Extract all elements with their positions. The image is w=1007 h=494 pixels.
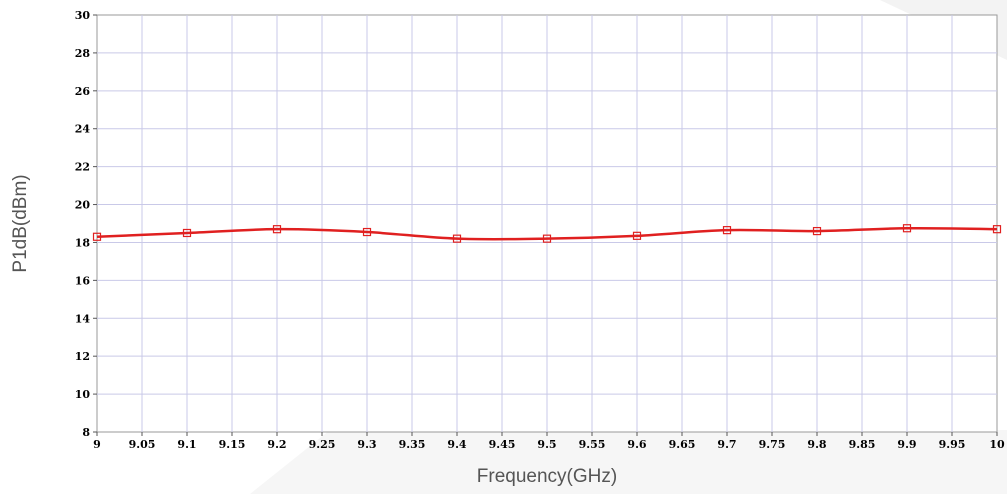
- y-tick-label: 28: [75, 47, 91, 60]
- x-tick-label: 9.1: [177, 438, 196, 451]
- x-tick-label: 9.15: [219, 438, 246, 451]
- x-tick-label: 9: [93, 438, 101, 451]
- y-tick-label: 18: [75, 236, 91, 249]
- data-point-marker: [182, 228, 192, 238]
- x-tick-label: 9.65: [669, 438, 696, 451]
- x-tick-label: 9.2: [267, 438, 286, 451]
- y-tick-label: 12: [75, 350, 90, 363]
- data-point-marker: [902, 224, 912, 233]
- grid: [97, 15, 997, 432]
- y-tick-label: 16: [75, 274, 91, 287]
- y-tick-label: 10: [75, 388, 91, 401]
- y-tick-label: 20: [75, 199, 91, 212]
- x-tick-label: 9.3: [357, 438, 376, 451]
- series-group: [92, 224, 1002, 243]
- x-axis: 9 9.05 9.1 9.15 9.2 9.25 9.3 9.35 9.4 9.45 9.5 9.55…: [93, 432, 1005, 451]
- y-tick-label: 30: [75, 9, 91, 22]
- x-tick-label: 9.35: [399, 438, 426, 451]
- data-point-marker: [722, 226, 732, 235]
- x-tick-label: 9.45: [489, 438, 516, 451]
- x-tick-label: 9.8: [807, 438, 826, 451]
- y-tick-label: 14: [75, 312, 91, 325]
- y-axis: 8 10 12 14 16 18 20 22 24 26 28 30: [75, 9, 97, 439]
- data-point-marker: [542, 234, 552, 243]
- data-point-marker: [272, 225, 282, 234]
- x-tick-label: 9.25: [309, 438, 336, 451]
- x-tick-label: 9.95: [939, 438, 966, 451]
- x-axis-title: Frequency(GHz): [477, 466, 617, 487]
- x-tick-label: 9.75: [759, 438, 786, 451]
- y-tick-label: 22: [75, 161, 90, 174]
- x-tick-label: 9.85: [849, 438, 876, 451]
- data-point-marker: [812, 226, 822, 236]
- data-point-marker: [992, 225, 1002, 234]
- y-tick-label: 26: [75, 85, 91, 98]
- data-point-marker: [452, 234, 462, 243]
- y-tick-label: 24: [75, 123, 91, 136]
- x-tick-label: 9.55: [579, 438, 606, 451]
- data-point-marker: [632, 231, 642, 240]
- y-axis-title: P1dB(dBm): [10, 174, 31, 272]
- x-tick-label: 9.6: [627, 438, 646, 451]
- x-tick-label: 9.05: [129, 438, 156, 451]
- series-line: [96, 226, 998, 241]
- data-point-marker: [92, 232, 102, 241]
- x-tick-label: 9.5: [537, 438, 556, 451]
- x-tick-label: 10: [989, 438, 1005, 451]
- x-tick-label: 9.9: [897, 438, 916, 451]
- x-tick-label: 9.7: [717, 438, 736, 451]
- x-tick-label: 9.4: [447, 438, 466, 451]
- data-point-marker: [362, 227, 372, 237]
- y-tick-label: 8: [82, 426, 90, 439]
